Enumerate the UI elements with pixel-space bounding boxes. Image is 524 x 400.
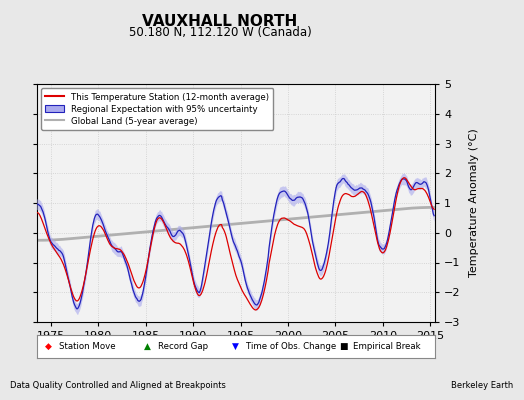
Text: ▲: ▲ [144, 342, 151, 351]
Text: ◆: ◆ [45, 342, 51, 351]
Text: Data Quality Controlled and Aligned at Breakpoints: Data Quality Controlled and Aligned at B… [10, 381, 226, 390]
Text: 50.180 N, 112.120 W (Canada): 50.180 N, 112.120 W (Canada) [129, 26, 311, 39]
Y-axis label: Temperature Anomaly (°C): Temperature Anomaly (°C) [469, 129, 479, 277]
Text: Berkeley Earth: Berkeley Earth [451, 381, 514, 390]
Text: Station Move: Station Move [59, 342, 115, 351]
Text: Time of Obs. Change: Time of Obs. Change [246, 342, 336, 351]
Text: ■: ■ [340, 342, 348, 351]
Legend: This Temperature Station (12-month average), Regional Expectation with 95% uncer: This Temperature Station (12-month avera… [41, 88, 274, 130]
Text: Record Gap: Record Gap [158, 342, 208, 351]
Text: Empirical Break: Empirical Break [353, 342, 421, 351]
Text: ▼: ▼ [232, 342, 239, 351]
Text: VAUXHALL NORTH: VAUXHALL NORTH [143, 14, 298, 29]
